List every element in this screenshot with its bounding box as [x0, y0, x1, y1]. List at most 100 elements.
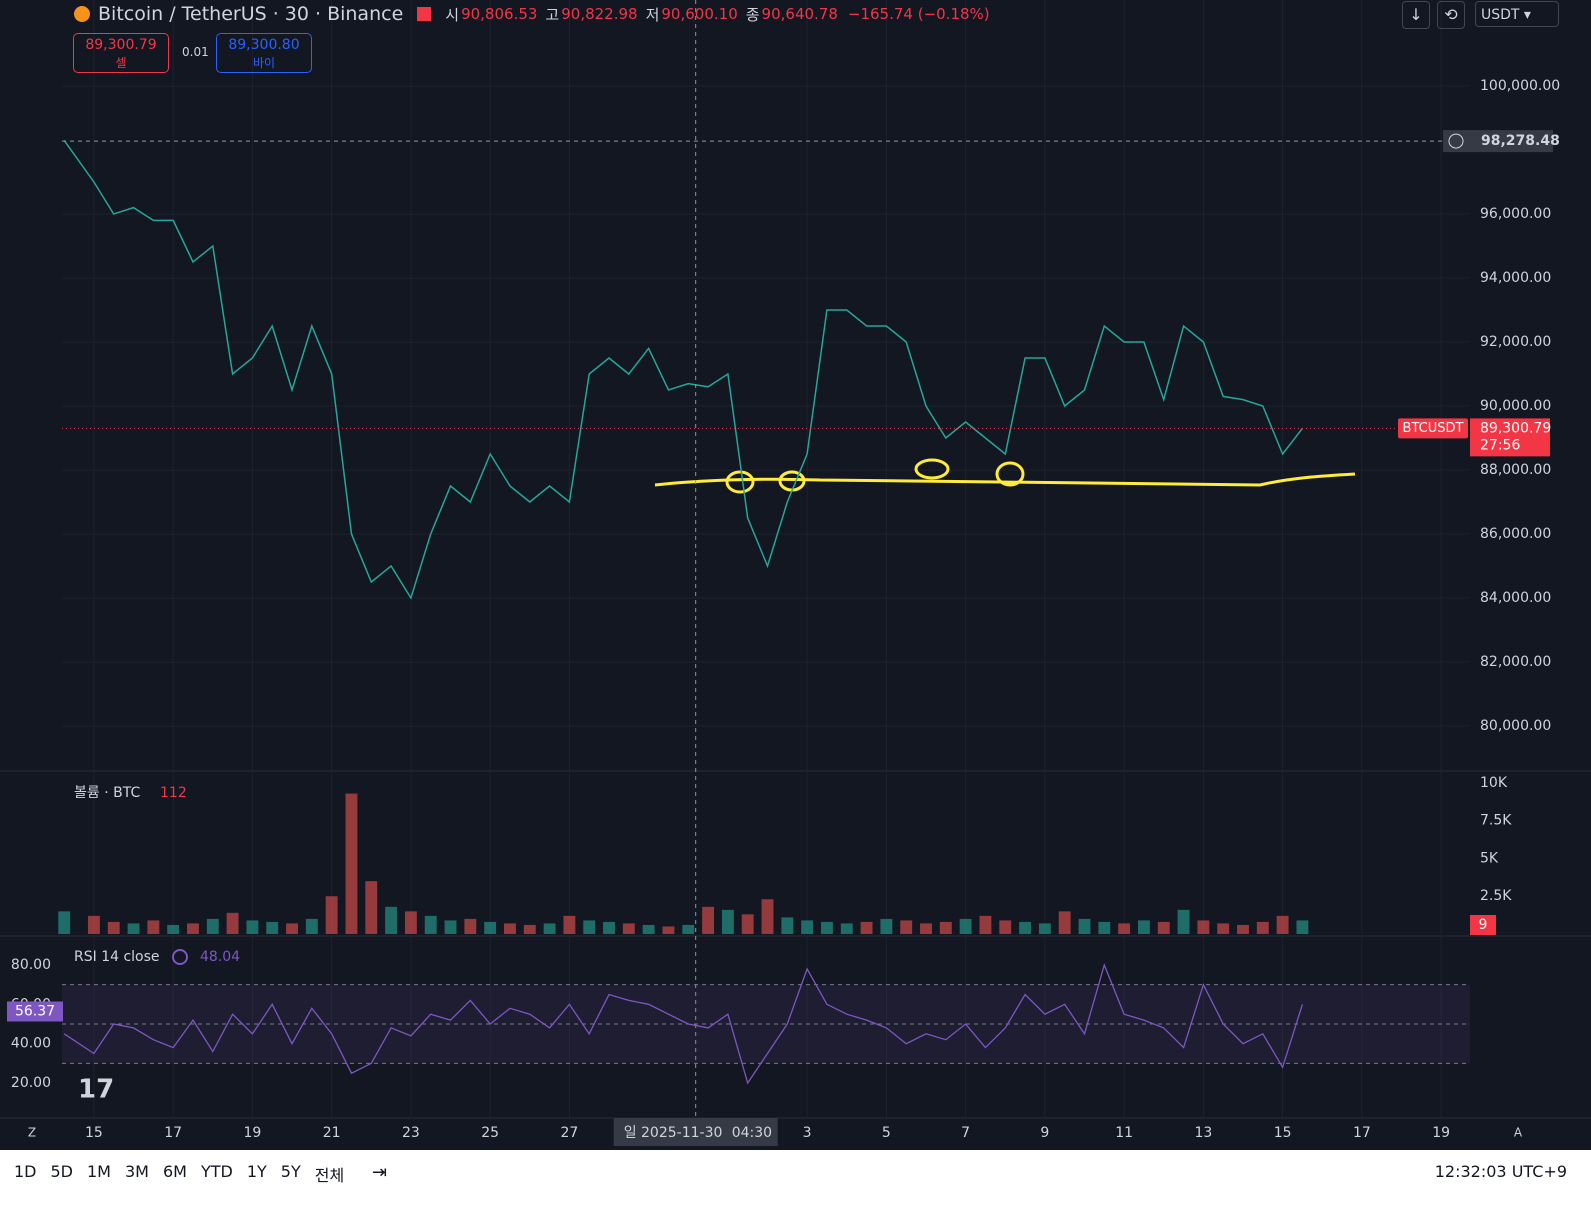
volume-bar — [741, 914, 754, 934]
volume-bar — [860, 921, 873, 934]
x-tick-label: 5 — [882, 1125, 891, 1141]
drawing-trendline[interactable] — [654, 472, 1356, 487]
volume-bar — [543, 923, 556, 934]
drawing-circle[interactable] — [725, 470, 755, 494]
symbol-header: Bitcoin / TetherUS · 30 · Binance 시 90,80… — [74, 2, 990, 26]
volume-bar — [1217, 923, 1230, 934]
buy-price: 89,300.80 — [228, 37, 300, 53]
spread: 0.01 — [182, 45, 209, 59]
range-button[interactable]: 전체 — [314, 1166, 345, 1185]
symbol-tag — [1398, 418, 1468, 439]
volume-bar — [305, 918, 318, 934]
x-tick-label: 17 — [164, 1125, 182, 1141]
buy-button[interactable]: 89,300.80 바이 — [216, 33, 312, 73]
auto-scale-button[interactable]: A — [1514, 1126, 1523, 1140]
clock[interactable]: 12:32:03 UTC+9 — [1434, 1162, 1567, 1181]
sell-button[interactable]: 89,300.79 셀 — [73, 33, 169, 73]
volume-value: 112 — [160, 785, 187, 801]
volume-bar — [206, 918, 219, 934]
volume-bar — [1019, 921, 1032, 934]
ohlc-label: 종 — [745, 5, 760, 24]
x-tick-label: 11 — [1115, 1125, 1133, 1141]
volume-bar — [187, 923, 199, 934]
volume-bar — [365, 881, 378, 934]
volume-bar — [1296, 920, 1309, 934]
y-tick-label: 2.5K — [1480, 888, 1512, 904]
volume-bar — [642, 924, 655, 934]
range-button[interactable]: 1M — [87, 1162, 111, 1181]
y-tick-label: 80.00 — [11, 957, 51, 973]
bottom-toolbar: 1D 5D 1M 3M 6M YTD 1Y 5Y 전체 ⇥ 12:32:03 UTC+9 — [0, 1150, 1591, 1212]
drawing-circle[interactable] — [778, 470, 806, 492]
crosshair-price-tag — [1443, 130, 1553, 153]
range-button[interactable]: 3M — [124, 1162, 149, 1181]
range-button[interactable]: YTD — [200, 1162, 233, 1181]
volume-bar — [226, 912, 239, 934]
buy-label: 바이 — [252, 56, 276, 70]
range-button[interactable]: 5D — [50, 1162, 74, 1181]
x-tick-label: 25 — [481, 1125, 499, 1141]
x-tick-label: 9 — [1040, 1125, 1049, 1141]
y-tick-label: 84,000.00 — [1480, 590, 1551, 606]
countdown: 27:56 — [1480, 437, 1520, 453]
volume-bar — [424, 915, 437, 934]
volume-bar — [939, 921, 952, 934]
volume-bar — [1157, 921, 1170, 934]
volume-bar — [721, 909, 734, 934]
currency-dropdown[interactable]: USDT ▾ — [1475, 1, 1559, 27]
range-button[interactable]: 5Y — [280, 1162, 301, 1181]
rsi-title: RSI 14 close — [74, 949, 160, 965]
y-tick-label: 82,000.00 — [1480, 654, 1551, 670]
range-button[interactable]: 6M — [162, 1162, 187, 1181]
download-button[interactable]: ↓ — [1402, 1, 1430, 29]
y-tick-label: 88,000.00 — [1480, 462, 1551, 478]
volume-bar — [266, 921, 279, 934]
range-button[interactable]: 1D — [14, 1162, 37, 1181]
volume-bar — [821, 921, 833, 934]
scale-button[interactable]: Z — [28, 1126, 36, 1140]
volume-bar — [1098, 921, 1111, 934]
volume-bar — [464, 918, 477, 934]
ohlc-label: 시 — [445, 5, 460, 24]
volume-bar — [920, 923, 932, 934]
add-alert-icon[interactable] — [1448, 133, 1464, 149]
crosshair-price-label: 98,278.48 — [1481, 133, 1560, 149]
drawing-circle[interactable] — [914, 458, 950, 480]
volume-axis-label: 9 — [1479, 917, 1488, 933]
y-tick-label: 96,000.00 — [1480, 206, 1551, 222]
volume-bar — [523, 924, 536, 934]
volume-bar — [583, 920, 596, 934]
volume-bar — [662, 926, 675, 934]
fullscreen-button[interactable]: ⟲ — [1437, 1, 1465, 29]
volume-bar — [325, 896, 338, 934]
date-range-button[interactable]: ⇥ — [372, 1162, 388, 1183]
volume-bar — [840, 923, 853, 934]
volume-bar — [1137, 920, 1150, 934]
drawing-circle[interactable] — [995, 461, 1025, 487]
change: −165.74 (−0.18%) — [847, 5, 990, 23]
rsi-value: 48.04 — [200, 949, 240, 965]
range-buttons: 1D 5D 1M 3M 6M YTD 1Y 5Y 전체 — [14, 1162, 344, 1186]
volume-bar — [404, 911, 417, 934]
rsi-line — [63, 963, 1304, 1085]
x-tick-label: 19 — [1432, 1125, 1450, 1141]
volume-bar — [504, 923, 516, 934]
range-button[interactable]: 1Y — [246, 1162, 267, 1181]
flag[interactable] — [417, 7, 432, 21]
volume-bar — [1276, 915, 1289, 934]
volume-bar — [444, 920, 457, 934]
y-tick-label: 92,000.00 — [1480, 334, 1551, 350]
volume-bar — [761, 899, 774, 934]
volume-bar — [167, 924, 180, 934]
volume-bar — [880, 918, 893, 934]
symbol[interactable]: Bitcoin / TetherUS · 30 · Binance — [98, 3, 404, 25]
refresh-icon[interactable] — [172, 949, 188, 965]
volume-bar — [147, 920, 160, 934]
crosshair-time-tag — [613, 1118, 778, 1146]
rsi-tag-label: 56.37 — [15, 1003, 55, 1019]
volume-bar — [127, 923, 140, 934]
y-tick-label: 90,000.00 — [1480, 398, 1551, 414]
volume-bar — [1078, 918, 1091, 934]
volume-bar — [959, 918, 972, 934]
